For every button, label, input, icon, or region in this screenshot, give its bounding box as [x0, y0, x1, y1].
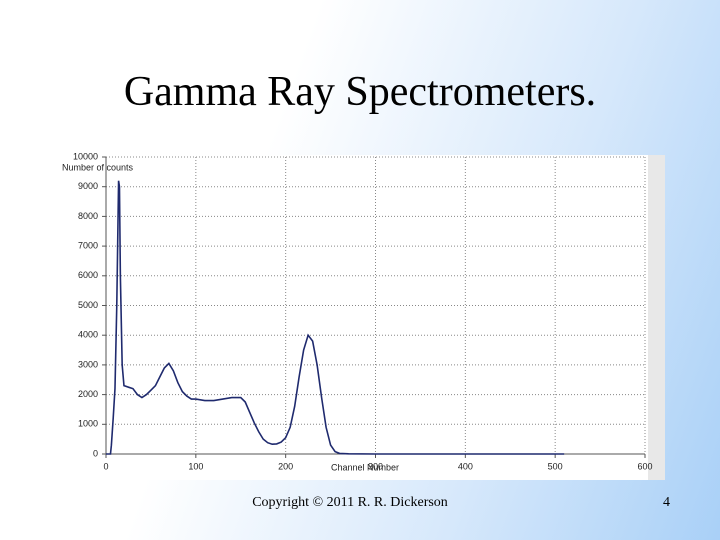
y-tick-label: 3000: [78, 359, 98, 369]
x-tick-label: 400: [458, 461, 473, 471]
slide-title: Gamma Ray Spectrometers.: [123, 69, 597, 115]
x-tick-label: 200: [278, 461, 293, 471]
x-tick-label: 600: [637, 461, 652, 471]
x-tick-label: 100: [188, 461, 203, 471]
x-tick-label: 0: [103, 461, 108, 471]
y-tick-label: 5000: [78, 300, 98, 310]
y-tick-label: 1000: [78, 419, 98, 429]
y-tick-label: 10000: [73, 151, 98, 161]
chart-background: [55, 155, 665, 480]
y-tick-label: 0: [93, 448, 98, 458]
footer: Copyright © 2011 R. R. Dickerson: [252, 495, 448, 510]
page-number: 4: [663, 495, 670, 510]
y-tick-label: 4000: [78, 330, 98, 340]
y-tick-label: 8000: [78, 211, 98, 221]
y-tick-label: 6000: [78, 270, 98, 280]
y-tick-label: 9000: [78, 181, 98, 191]
y-axis-label: Number of counts: [62, 162, 134, 172]
x-tick-label: 500: [548, 461, 563, 471]
spectrum-line: [106, 180, 565, 455]
y-tick-label: 2000: [78, 389, 98, 399]
x-tick-label: 300: [368, 461, 383, 471]
chart-margin: [648, 155, 665, 480]
y-tick-label: 7000: [78, 240, 98, 250]
x-axis-label: Channel Number: [331, 462, 399, 472]
